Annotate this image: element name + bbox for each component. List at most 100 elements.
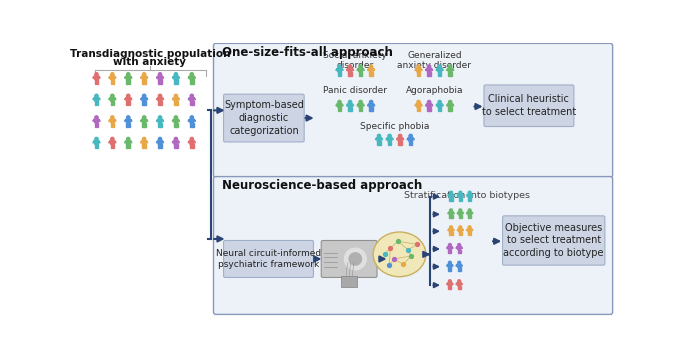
Polygon shape <box>426 104 427 106</box>
Circle shape <box>449 280 451 283</box>
Polygon shape <box>99 141 100 143</box>
Polygon shape <box>369 104 373 107</box>
Polygon shape <box>429 107 431 111</box>
Polygon shape <box>157 141 158 143</box>
Polygon shape <box>452 246 453 248</box>
Polygon shape <box>114 119 116 121</box>
Polygon shape <box>398 138 403 141</box>
Polygon shape <box>415 104 416 106</box>
Polygon shape <box>131 98 132 100</box>
Polygon shape <box>140 141 142 143</box>
Polygon shape <box>452 264 453 266</box>
Polygon shape <box>442 69 443 71</box>
Polygon shape <box>352 69 353 71</box>
Text: Agoraphobia: Agoraphobia <box>406 87 463 95</box>
Polygon shape <box>458 212 462 215</box>
Circle shape <box>158 73 162 76</box>
Polygon shape <box>340 107 341 111</box>
Polygon shape <box>173 98 178 101</box>
Polygon shape <box>437 69 442 72</box>
Polygon shape <box>373 69 375 71</box>
Polygon shape <box>468 197 469 201</box>
Polygon shape <box>97 122 98 127</box>
Polygon shape <box>451 232 453 235</box>
Polygon shape <box>369 72 371 76</box>
Polygon shape <box>110 98 114 101</box>
Polygon shape <box>358 69 363 72</box>
Polygon shape <box>457 246 461 250</box>
Polygon shape <box>427 107 429 111</box>
Polygon shape <box>173 119 178 122</box>
Polygon shape <box>97 144 98 148</box>
Polygon shape <box>129 80 130 83</box>
Polygon shape <box>460 232 462 235</box>
Polygon shape <box>447 264 448 266</box>
Text: Transdiagnostic population: Transdiagnostic population <box>70 49 230 59</box>
Polygon shape <box>468 215 469 218</box>
Polygon shape <box>462 212 463 214</box>
Text: Objective measures
to select treatment
according to biotype: Objective measures to select treatment a… <box>503 223 604 258</box>
Polygon shape <box>110 144 112 148</box>
Circle shape <box>438 100 441 104</box>
FancyBboxPatch shape <box>223 240 314 278</box>
Polygon shape <box>409 141 410 145</box>
Polygon shape <box>448 250 449 253</box>
Circle shape <box>111 116 114 119</box>
Polygon shape <box>416 69 421 72</box>
Polygon shape <box>131 76 132 78</box>
Polygon shape <box>352 104 353 106</box>
Polygon shape <box>457 264 461 267</box>
Polygon shape <box>190 101 192 105</box>
Polygon shape <box>436 104 437 106</box>
Polygon shape <box>176 122 177 127</box>
Circle shape <box>427 65 431 68</box>
Circle shape <box>174 137 177 141</box>
Polygon shape <box>160 122 162 127</box>
Polygon shape <box>160 144 162 148</box>
Polygon shape <box>337 69 342 72</box>
Polygon shape <box>160 101 162 105</box>
Polygon shape <box>451 215 453 218</box>
Polygon shape <box>460 197 462 201</box>
Circle shape <box>142 73 146 76</box>
Polygon shape <box>93 119 94 121</box>
Polygon shape <box>188 141 190 143</box>
Circle shape <box>468 209 471 212</box>
Polygon shape <box>338 72 339 76</box>
Polygon shape <box>459 215 460 218</box>
Polygon shape <box>127 101 128 105</box>
Polygon shape <box>453 229 454 231</box>
Polygon shape <box>94 98 99 101</box>
Polygon shape <box>157 76 158 78</box>
Text: Clinical heuristic
to select treatment: Clinical heuristic to select treatment <box>482 94 576 117</box>
Circle shape <box>338 65 341 68</box>
Circle shape <box>449 100 452 104</box>
Polygon shape <box>194 76 195 78</box>
Polygon shape <box>125 98 126 100</box>
Polygon shape <box>126 76 131 80</box>
Polygon shape <box>438 107 439 111</box>
Polygon shape <box>162 119 164 121</box>
Polygon shape <box>416 72 419 76</box>
Polygon shape <box>413 138 414 140</box>
Polygon shape <box>408 138 413 141</box>
Polygon shape <box>95 80 96 83</box>
Polygon shape <box>470 197 471 201</box>
Circle shape <box>458 261 460 264</box>
Circle shape <box>359 100 362 104</box>
Circle shape <box>349 65 351 68</box>
Polygon shape <box>456 283 457 285</box>
Polygon shape <box>190 122 192 127</box>
Circle shape <box>95 94 98 98</box>
Polygon shape <box>397 138 398 140</box>
Polygon shape <box>449 197 451 201</box>
Polygon shape <box>373 104 375 106</box>
Polygon shape <box>357 104 358 106</box>
Polygon shape <box>427 72 429 76</box>
Polygon shape <box>140 76 142 78</box>
Polygon shape <box>110 101 112 105</box>
Polygon shape <box>447 246 448 248</box>
Circle shape <box>427 100 431 104</box>
Polygon shape <box>358 104 363 107</box>
Circle shape <box>349 253 362 265</box>
